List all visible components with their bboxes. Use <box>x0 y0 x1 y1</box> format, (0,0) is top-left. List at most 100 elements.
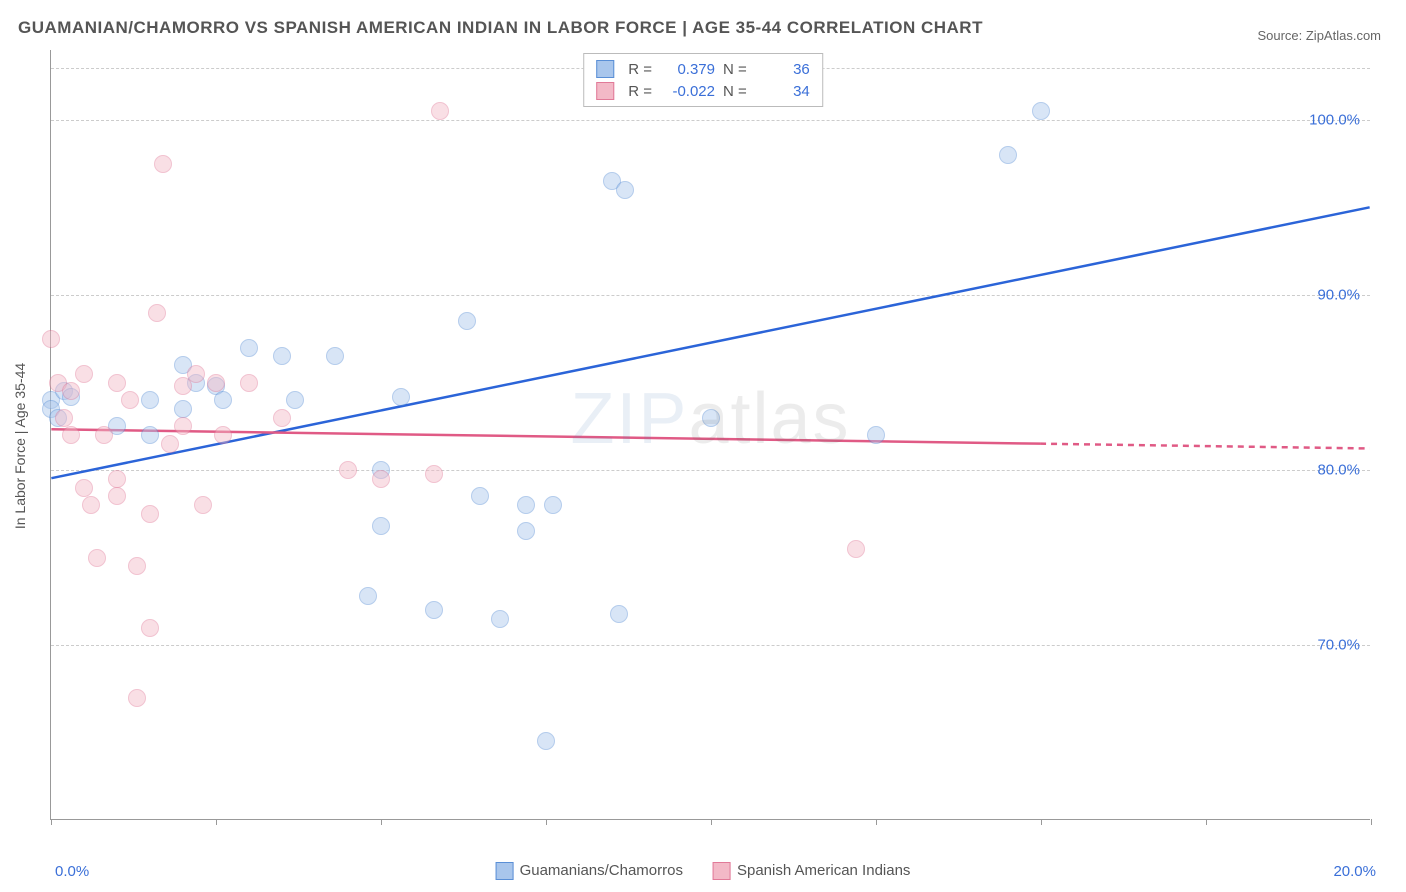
scatter-point <box>108 374 126 392</box>
series-legend: Guamanians/Chamorros Spanish American In… <box>496 862 911 880</box>
x-tick <box>51 819 52 825</box>
legend-label-1: Spanish American Indians <box>737 862 910 879</box>
scatter-point <box>999 146 1017 164</box>
legend-row-0: R = 0.379 N = 36 <box>596 58 810 80</box>
scatter-point <box>372 517 390 535</box>
x-tick-label-right: 20.0% <box>1333 863 1376 880</box>
scatter-point <box>517 522 535 540</box>
scatter-point <box>458 312 476 330</box>
scatter-point <box>141 391 159 409</box>
r-label-0: R = <box>628 61 652 78</box>
scatter-point <box>431 102 449 120</box>
n-label-1: N = <box>723 83 747 100</box>
scatter-point <box>207 374 225 392</box>
scatter-point <box>471 487 489 505</box>
scatter-point <box>194 496 212 514</box>
scatter-point <box>1032 102 1050 120</box>
scatter-point <box>616 181 634 199</box>
scatter-point <box>214 391 232 409</box>
scatter-point <box>82 496 100 514</box>
scatter-point <box>187 365 205 383</box>
x-tick <box>381 819 382 825</box>
scatter-point <box>491 610 509 628</box>
legend-swatch-0 <box>596 60 614 78</box>
scatter-point <box>95 426 113 444</box>
scatter-point <box>339 461 357 479</box>
legend-swatch-1 <box>596 82 614 100</box>
legend-swatch-bottom-1 <box>713 862 731 880</box>
legend-item-1: Spanish American Indians <box>713 862 910 880</box>
x-tick <box>1041 819 1042 825</box>
source-label: Source: ZipAtlas.com <box>1257 28 1381 43</box>
scatter-point <box>174 417 192 435</box>
scatter-point <box>141 505 159 523</box>
scatter-point <box>847 540 865 558</box>
scatter-point <box>75 365 93 383</box>
scatter-point <box>42 330 60 348</box>
y-tick-label: 80.0% <box>1317 462 1360 479</box>
scatter-point <box>273 409 291 427</box>
x-tick <box>711 819 712 825</box>
x-tick <box>546 819 547 825</box>
scatter-point <box>425 601 443 619</box>
scatter-point <box>128 557 146 575</box>
scatter-point <box>214 426 232 444</box>
scatter-point <box>174 400 192 418</box>
scatter-point <box>544 496 562 514</box>
scatter-point <box>161 435 179 453</box>
scatter-point <box>62 382 80 400</box>
scatter-point <box>273 347 291 365</box>
scatter-point <box>154 155 172 173</box>
scatter-point <box>148 304 166 322</box>
scatter-point <box>108 487 126 505</box>
scatter-point <box>867 426 885 444</box>
scatter-point <box>326 347 344 365</box>
grid-line <box>51 120 1370 121</box>
scatter-point <box>141 426 159 444</box>
scatter-point <box>537 732 555 750</box>
plot-area: ZIPatlas 100.0%90.0%80.0%70.0% <box>50 50 1370 820</box>
scatter-point <box>425 465 443 483</box>
legend-label-0: Guamanians/Chamorros <box>520 862 683 879</box>
scatter-point <box>108 470 126 488</box>
grid-line <box>51 645 1370 646</box>
scatter-point <box>141 619 159 637</box>
scatter-point <box>392 388 410 406</box>
scatter-point <box>62 426 80 444</box>
scatter-point <box>128 689 146 707</box>
scatter-point <box>372 470 390 488</box>
y-tick-label: 90.0% <box>1317 287 1360 304</box>
trend-lines <box>51 50 1370 819</box>
x-tick <box>216 819 217 825</box>
scatter-point <box>286 391 304 409</box>
correlation-legend: R = 0.379 N = 36 R = -0.022 N = 34 <box>583 53 823 107</box>
scatter-point <box>240 374 258 392</box>
legend-item-0: Guamanians/Chamorros <box>496 862 683 880</box>
scatter-point <box>55 409 73 427</box>
r-label-1: R = <box>628 83 652 100</box>
r-value-0: 0.379 <box>660 61 715 78</box>
scatter-point <box>610 605 628 623</box>
r-value-1: -0.022 <box>660 83 715 100</box>
n-value-1: 34 <box>755 83 810 100</box>
chart-title: GUAMANIAN/CHAMORRO VS SPANISH AMERICAN I… <box>18 18 983 38</box>
y-tick-label: 70.0% <box>1317 637 1360 654</box>
x-tick <box>1371 819 1372 825</box>
scatter-point <box>517 496 535 514</box>
y-axis-label: In Labor Force | Age 35-44 <box>12 363 28 529</box>
scatter-point <box>359 587 377 605</box>
grid-line <box>51 470 1370 471</box>
n-label-0: N = <box>723 61 747 78</box>
y-tick-label: 100.0% <box>1309 112 1360 129</box>
scatter-point <box>75 479 93 497</box>
x-tick <box>876 819 877 825</box>
scatter-point <box>88 549 106 567</box>
x-tick-label-left: 0.0% <box>55 863 89 880</box>
scatter-point <box>121 391 139 409</box>
legend-swatch-bottom-0 <box>496 862 514 880</box>
watermark-zip: ZIP <box>570 379 688 459</box>
scatter-point <box>240 339 258 357</box>
scatter-point <box>702 409 720 427</box>
x-tick <box>1206 819 1207 825</box>
legend-row-1: R = -0.022 N = 34 <box>596 80 810 102</box>
